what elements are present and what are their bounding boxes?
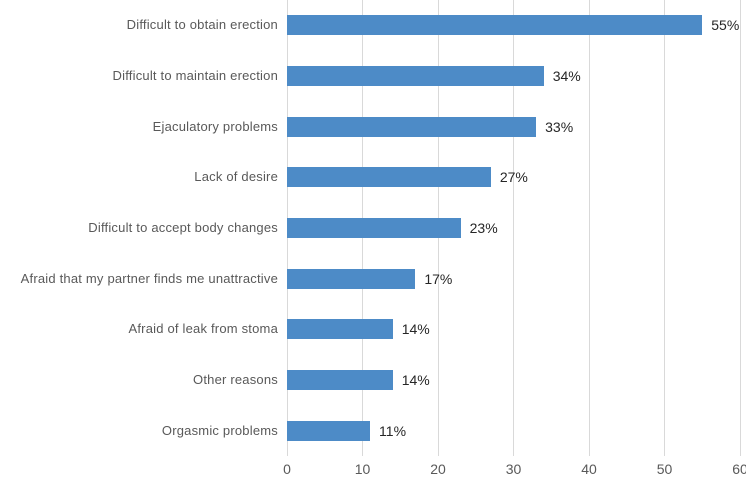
bar: [287, 319, 393, 340]
x-tick-label: 0: [283, 461, 291, 477]
bar-row: Lack of desire 27%: [0, 152, 746, 203]
bar: [287, 420, 371, 441]
bar: [287, 268, 416, 289]
value-label: 33%: [545, 118, 574, 135]
x-tick-label: 20: [430, 461, 446, 477]
bar-row: Orgasmic problems 11%: [0, 405, 746, 456]
value-label: 34%: [552, 67, 581, 84]
bar-row: Other reasons 14%: [0, 355, 746, 406]
category-label: Difficult to obtain erection: [126, 17, 278, 33]
bar-row: Difficult to maintain erection 34%: [0, 51, 746, 102]
bar-row: Difficult to accept body changes 23%: [0, 203, 746, 254]
gridline: [664, 0, 665, 456]
x-tick-label: 30: [505, 461, 522, 477]
category-label: Difficult to maintain erection: [112, 67, 278, 83]
x-tick-label: 10: [354, 461, 371, 477]
bar-row: Difficult to obtain erection 55%: [0, 0, 746, 51]
x-tick-label: 50: [656, 461, 673, 477]
bar-row: Afraid of leak from stoma 14%: [0, 304, 746, 355]
bar: [287, 217, 461, 238]
bar-row: Afraid that my partner finds me unattrac…: [0, 253, 746, 304]
category-label: Afraid of leak from stoma: [128, 321, 278, 337]
value-label: 11%: [379, 422, 407, 439]
bar: [287, 369, 393, 390]
value-label: 23%: [469, 219, 498, 236]
gridline: [588, 0, 590, 456]
value-label: 17%: [424, 270, 453, 287]
category-label: Orgasmic problems: [161, 422, 278, 438]
bar: [287, 15, 703, 36]
x-tick-label: 40: [581, 461, 597, 477]
value-label: 14%: [401, 371, 430, 388]
category-label: Difficult to accept body changes: [88, 219, 278, 235]
category-label: Afraid that my partner finds me unattrac…: [20, 270, 278, 286]
category-label: Lack of desire: [194, 169, 278, 185]
x-tick-label: 60: [732, 461, 746, 477]
bar: [287, 65, 544, 86]
value-label: 14%: [401, 321, 430, 338]
gridline: [513, 0, 514, 456]
gridline: [739, 0, 741, 456]
category-label: Other reasons: [193, 371, 278, 387]
bar: [287, 116, 537, 137]
value-label: 55%: [711, 17, 740, 34]
value-label: 27%: [499, 169, 528, 186]
category-label: Ejaculatory problems: [152, 118, 278, 134]
bar: [287, 167, 491, 188]
bar-row: Ejaculatory problems 33%: [0, 101, 746, 152]
